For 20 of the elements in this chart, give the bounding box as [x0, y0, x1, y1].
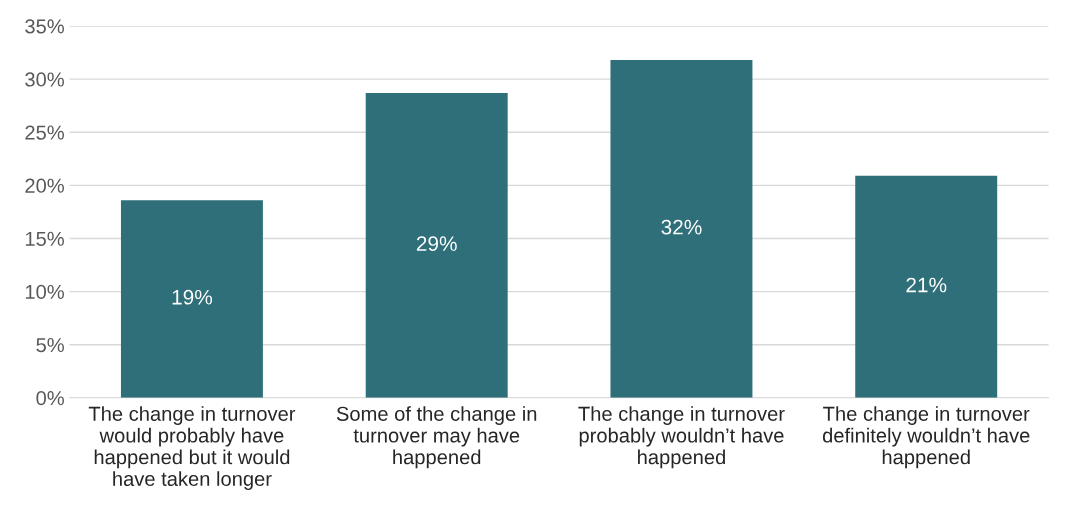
y-tick-label: 35% [25, 19, 64, 34]
x-tick-label: The change in turnover probably wouldn’t have happened [578, 406, 785, 469]
x-tick-label: The change in turnover would probably have happened but it would have taken longer [88, 406, 296, 490]
bar [610, 59, 753, 398]
x-tick-label: Some of the change in turnover may have happened [336, 406, 537, 469]
data-label: 29% [416, 236, 457, 251]
data-label: 21% [906, 277, 947, 293]
bar [365, 92, 508, 398]
y-tick-label: 30% [25, 72, 64, 87]
y-tick-label: 10% [25, 284, 64, 300]
bar [855, 175, 998, 398]
y-tick-label: 5% [36, 338, 64, 353]
y-tick-label: 0% [36, 391, 64, 406]
y-tick-label: 20% [25, 178, 64, 193]
x-tick-label: The change in turnover definitely wouldn’t have happened [822, 406, 1030, 469]
data-label: 32% [661, 219, 702, 235]
data-label: 19% [172, 289, 213, 305]
y-tick-label: 25% [25, 125, 64, 140]
y-tick-label: 15% [25, 231, 64, 246]
bar [120, 200, 263, 398]
